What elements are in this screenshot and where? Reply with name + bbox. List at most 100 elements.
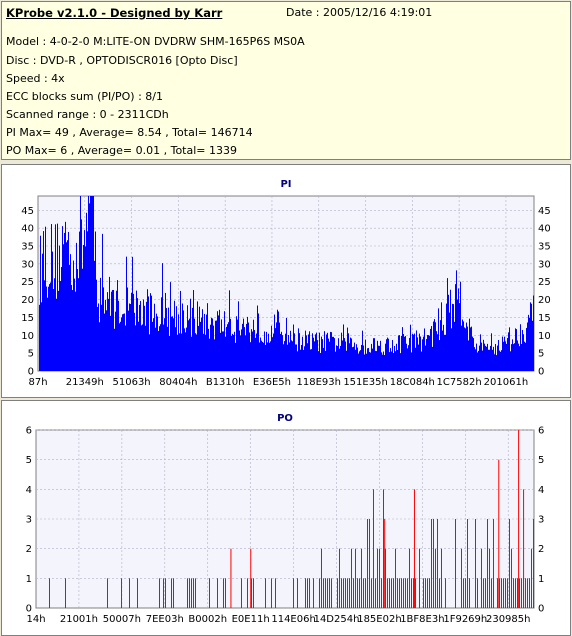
bar <box>240 335 241 371</box>
bar <box>401 578 402 608</box>
bar <box>347 327 348 371</box>
bar <box>512 339 513 371</box>
bar <box>236 316 237 371</box>
bar <box>491 578 492 608</box>
bar <box>256 333 257 371</box>
bar <box>381 578 382 608</box>
bar <box>412 333 413 371</box>
bar <box>162 263 163 371</box>
bar <box>268 333 269 371</box>
bar <box>99 322 100 371</box>
bar <box>526 327 527 371</box>
bar <box>353 346 354 371</box>
bar <box>519 346 520 371</box>
bar <box>391 351 392 371</box>
bar <box>97 306 98 371</box>
po-chart: PO 0 0 1 1 2 2 3 3 4 4 5 5 6 6 14h 21001h 50007h 7EE03h B00… <box>26 413 545 625</box>
bar <box>357 347 358 371</box>
bar <box>225 336 226 371</box>
bar <box>418 344 419 371</box>
bar <box>313 578 314 608</box>
bar <box>533 295 534 371</box>
bar <box>476 343 477 371</box>
bar <box>388 338 389 371</box>
bar <box>332 336 333 371</box>
bar <box>50 282 51 371</box>
bar <box>223 578 224 608</box>
bar <box>64 232 65 371</box>
bar <box>70 254 71 371</box>
bar <box>62 226 63 371</box>
bar <box>293 578 294 608</box>
bar <box>146 301 147 371</box>
bar <box>181 333 182 371</box>
bar <box>419 548 420 608</box>
bar <box>403 334 404 371</box>
bar <box>393 578 394 608</box>
bar <box>185 332 186 371</box>
bar <box>166 307 167 371</box>
y-tick-label-right: 20 <box>538 295 551 306</box>
bar <box>147 289 148 371</box>
bar <box>156 313 157 371</box>
bar <box>214 339 215 371</box>
bar <box>522 330 523 371</box>
bar <box>189 578 190 608</box>
bar <box>432 346 433 371</box>
bar <box>123 313 124 371</box>
bar <box>409 548 410 608</box>
bar <box>118 300 119 371</box>
bar <box>173 578 174 608</box>
bar <box>445 334 446 371</box>
bar <box>493 519 494 608</box>
bar <box>247 316 248 371</box>
bar <box>263 342 264 371</box>
bar <box>514 343 515 371</box>
bar <box>150 293 151 371</box>
bar <box>472 336 473 371</box>
bar <box>357 578 358 608</box>
bar <box>121 317 122 371</box>
bar <box>195 333 196 371</box>
bar <box>87 231 88 371</box>
bar <box>66 242 67 371</box>
bar <box>231 335 232 371</box>
bar <box>267 342 268 371</box>
bar <box>49 578 50 608</box>
bar <box>230 318 231 371</box>
bar <box>100 277 101 371</box>
bar <box>441 548 442 608</box>
bar <box>498 459 500 608</box>
y-tick-label-right: 25 <box>538 277 551 288</box>
bar <box>351 548 352 608</box>
bar <box>179 333 180 371</box>
bar <box>68 232 69 371</box>
x-tick-label: 1C7582h <box>437 377 482 388</box>
bar <box>266 331 267 371</box>
bar <box>153 318 154 371</box>
bar <box>168 307 169 371</box>
bar <box>509 327 510 371</box>
bar <box>261 340 262 371</box>
bar <box>433 519 434 608</box>
bar <box>101 304 102 371</box>
bar <box>230 548 232 608</box>
bar <box>297 578 298 608</box>
bar <box>134 312 135 371</box>
bar <box>249 332 250 371</box>
bar <box>173 318 174 371</box>
bar <box>407 578 408 608</box>
bar <box>289 342 290 371</box>
y-tick-label-left: 25 <box>21 277 34 288</box>
pi-chart-panel: PI 0 0 5 5 10 10 15 15 20 20 25 25 30 30 35 35 40 40 45 45 87… <box>1 164 571 398</box>
bar <box>327 578 328 608</box>
bar <box>346 350 347 371</box>
bar <box>264 331 265 371</box>
bar <box>393 353 394 371</box>
bar <box>349 343 350 371</box>
bar <box>96 279 97 371</box>
bar <box>481 548 482 608</box>
bar <box>471 326 472 371</box>
bar <box>225 578 226 608</box>
bar <box>474 347 475 371</box>
